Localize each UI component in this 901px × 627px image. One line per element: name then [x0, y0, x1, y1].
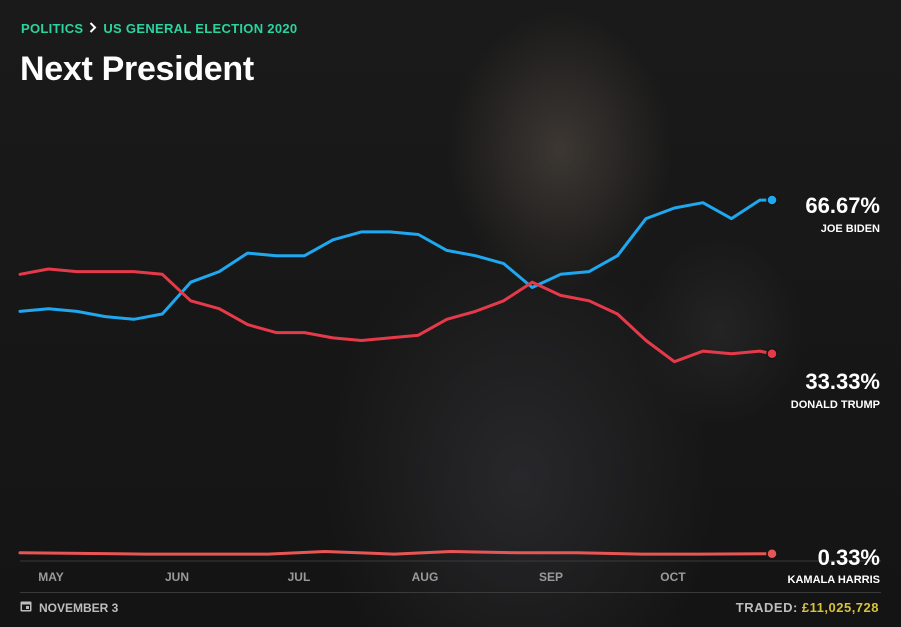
traded-amount: £11,025,728 [801, 600, 879, 615]
series-end-marker[interactable] [766, 547, 778, 560]
series-value-label: 66.67% [805, 193, 880, 218]
series-line-1 [18, 267, 774, 364]
traded-volume: TRADED: £11,025,728 [736, 600, 879, 615]
breadcrumb: POLITICS US GENERAL ELECTION 2020 [21, 21, 297, 36]
series-value-label: 0.33% [818, 545, 880, 570]
breadcrumb-election[interactable]: US GENERAL ELECTION 2020 [103, 21, 298, 36]
series-name-label: JOE BIDEN [821, 223, 880, 235]
footer-divider [20, 592, 881, 593]
breadcrumb-politics[interactable]: POLITICS [21, 21, 84, 36]
series-line-0 [18, 198, 774, 321]
month-tick-label: OCT [660, 570, 686, 584]
series-end-marker[interactable] [766, 194, 778, 206]
month-tick-label: SEP [539, 570, 563, 584]
series-value-label: 33.33% [805, 369, 880, 394]
month-tick-label: AUG [412, 570, 439, 584]
series-name-label: KAMALA HARRIS [788, 574, 880, 586]
page-title: Next President [20, 50, 254, 88]
traded-label: TRADED: [735, 600, 798, 615]
series-end-marker[interactable] [766, 348, 778, 360]
chevron-right-icon [89, 21, 97, 36]
market-date: NOVEMBER 3 [20, 600, 118, 615]
month-tick-label: JUN [165, 570, 189, 584]
date-label: NOVEMBER 3 [39, 600, 119, 615]
month-tick-label: JUL [288, 570, 311, 584]
calendar-icon [20, 600, 32, 615]
month-tick-label: MAY [38, 570, 64, 584]
series-line-2 [18, 550, 774, 556]
series-name-label: DONALD TRUMP [791, 399, 880, 411]
